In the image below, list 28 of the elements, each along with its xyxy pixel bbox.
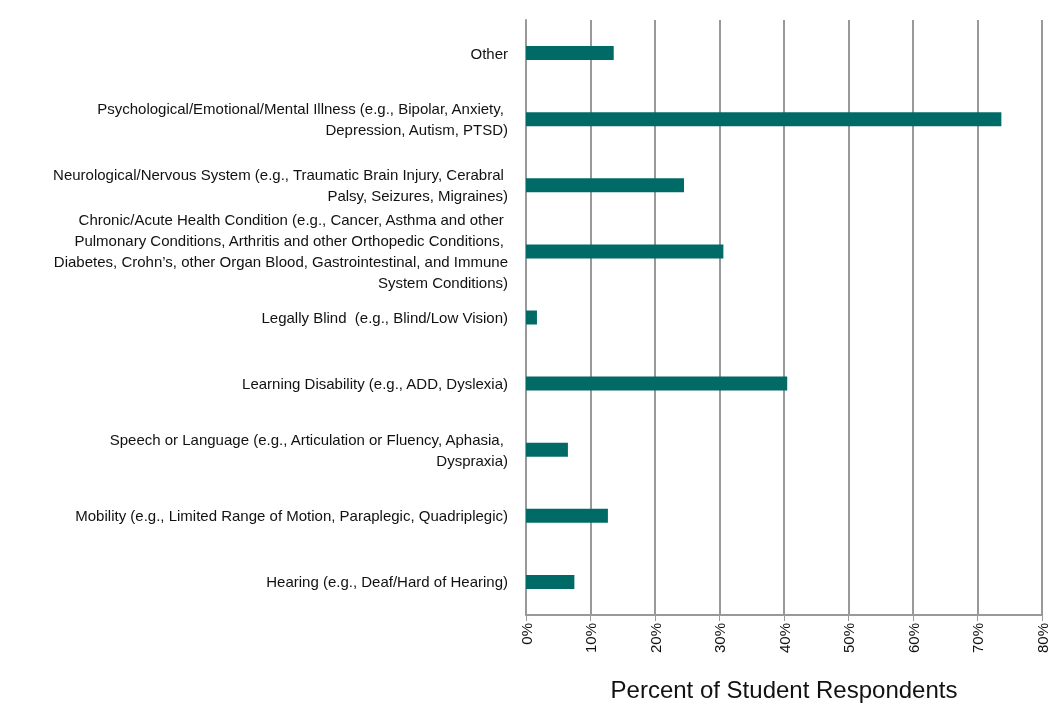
y-tick-label: Hearing (e.g., Deaf/Hard of Hearing) (266, 573, 508, 591)
y-tick-label: Learning Disability (e.g., ADD, Dyslexia) (242, 375, 508, 393)
bar (526, 310, 537, 325)
x-tick-label: 80% (1033, 623, 1051, 654)
x-tick-label: 70% (969, 623, 986, 654)
x-tick-label: 20% (646, 623, 664, 654)
x-tick-label: 10% (582, 623, 599, 654)
x-tick-label: 60% (904, 623, 922, 654)
y-tick-label: Mobility (e.g., Limited Range of Motion, Paraplegic, Quadriplegic) (75, 507, 508, 525)
x-tick-label: 30% (711, 623, 728, 654)
y-tick-label: Speech or Language (e.g., Articulation or Fluency, Aphasia, Dyspraxia) (109, 430, 508, 469)
bar (526, 376, 788, 391)
bar (526, 574, 575, 589)
x-tick-label: 0% (517, 623, 535, 645)
bar (526, 112, 1002, 127)
y-tick-label: Other (470, 44, 508, 62)
x-tick-label: 50% (840, 623, 857, 654)
y-tick-label: Legally Blind (e.g., Blind/Low Vision) (261, 309, 508, 326)
y-tick-label: Chronic/Acute Health Condition (e.g., Cancer, Asthma and other Pulmonary Conditions, Arthritis and other Orthopedic Conditions, Diabetes, Crohn’s, other Organ Blood, Gastrointestinal, and Immune System Conditions) (53, 211, 508, 292)
x-axis-title: Percent of Student Respondents (610, 675, 958, 703)
x-tick-label: 40% (775, 623, 793, 654)
y-tick-label: Psychological/Emotional/Mental Illness (e.g., Bipolar, Anxiety, Depression, Autism, PTSD) (97, 100, 508, 139)
bar (526, 46, 614, 61)
bar (526, 508, 608, 523)
bar (526, 178, 685, 193)
bar (526, 442, 568, 457)
y-tick-label: Neurological/Nervous System (e.g., Traumatic Brain Injury, Cerabral Palsy, Seizures, Migraines) (53, 166, 508, 205)
bar (526, 244, 724, 259)
